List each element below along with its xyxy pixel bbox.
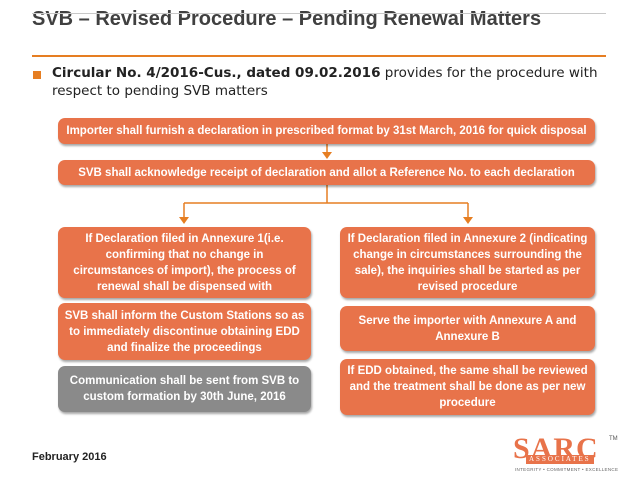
title-underline: [32, 55, 606, 57]
flow-box-annexure1: If Declaration filed in Annexure 1(i.e. …: [58, 227, 311, 298]
logo-tagline: INTEGRITY • COMMITMENT • EXCELLENCE: [515, 467, 619, 472]
arrowhead-second: [322, 152, 332, 159]
bullet-rest: provides for the procedure with respect …: [52, 65, 598, 99]
logo-trademark: TM: [609, 436, 618, 442]
bullet-text: Circular No. 4/2016-Cus., dated 09.02.20…: [52, 64, 612, 100]
flow-box-acknowledge: SVB shall acknowledge receipt of declara…: [58, 160, 595, 185]
arrowhead-left: [179, 217, 189, 224]
circular-reference: Circular No. 4/2016-Cus., dated 09.02.20…: [52, 65, 381, 81]
flow-box-edd-review: If EDD obtained, the same shall be revie…: [340, 359, 595, 415]
logo-associates: ASSOCIATES: [526, 455, 594, 464]
footer-date: February 2016: [32, 451, 107, 463]
flow-box-serve-importer: Serve the importer with Annexure A and A…: [340, 306, 595, 351]
title-top-rule: [32, 13, 606, 14]
flow-box-inform-custom-stations: SVB shall inform the Custom Stations so …: [58, 303, 311, 360]
flow-box-declaration: Importer shall furnish a declaration in …: [58, 118, 595, 144]
flow-box-communication: Communication shall be sent from SVB to …: [58, 366, 311, 412]
flow-box-annexure2: If Declaration filed in Annexure 2 (indi…: [340, 227, 595, 298]
arrowhead-right: [463, 217, 473, 224]
bullet-marker: [33, 71, 41, 79]
sarc-logo: SARC TM ASSOCIATES INTEGRITY • COMMITMEN…: [513, 434, 618, 474]
